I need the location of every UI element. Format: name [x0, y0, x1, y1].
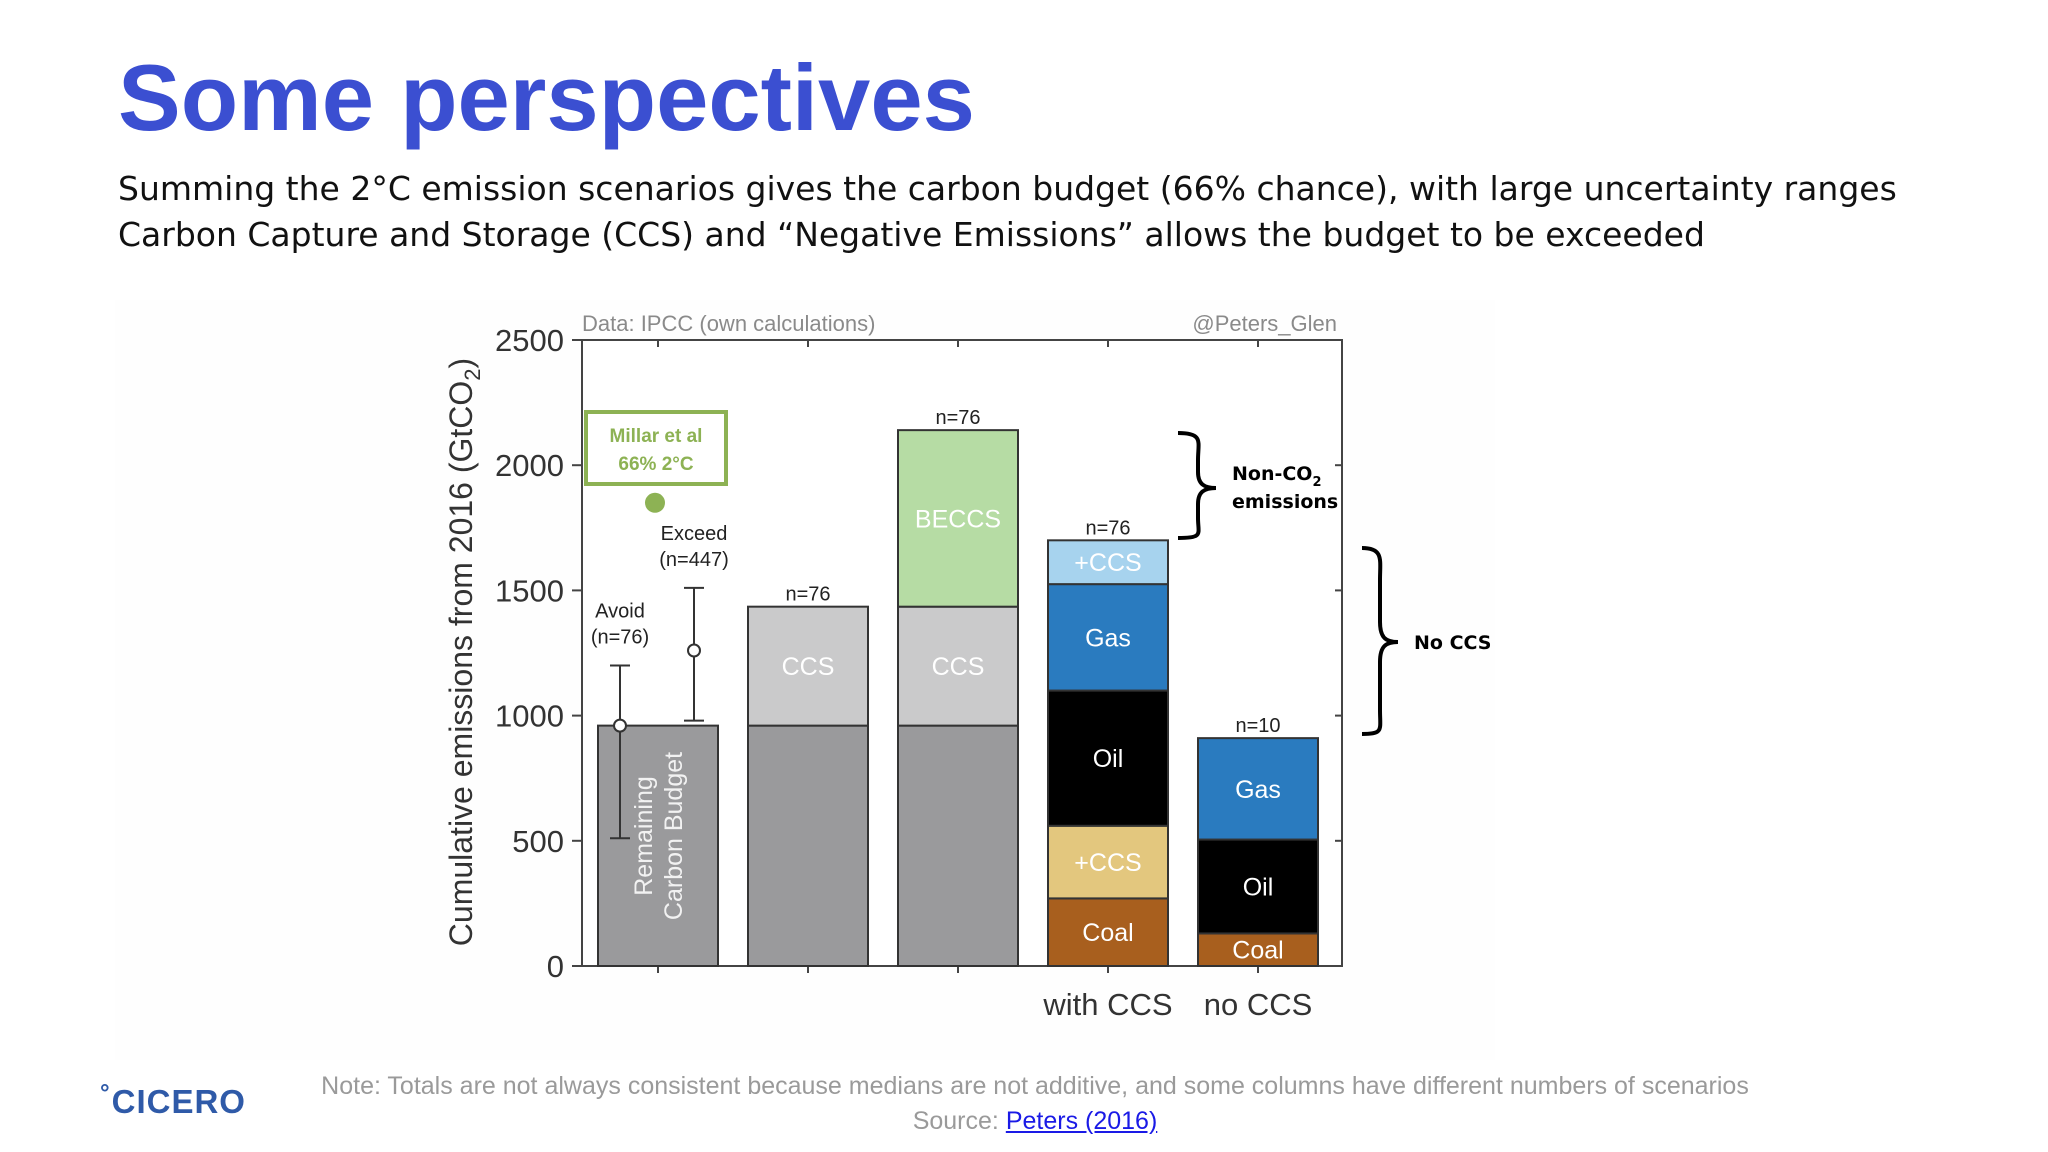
y-axis: 0 500 1000 1500 2000 2500: [495, 323, 1342, 984]
data-credit: Data: IPCC (own calculations): [582, 311, 875, 336]
bar-segment: [897, 605, 1019, 727]
bar-segment-label: +CCS: [1074, 849, 1141, 877]
millar-point: [645, 492, 665, 513]
bar-segment: [747, 605, 869, 727]
error-bar-label-line: Avoid: [595, 601, 645, 623]
error-bar-label: Avoid (n=76): [591, 601, 649, 649]
error-bar-label-line: (n=76): [591, 627, 649, 649]
bar-top-label: n=10: [1235, 715, 1280, 737]
x-category-label: with CCS: [1042, 987, 1172, 1022]
bar-segment-label: Oil: [1093, 745, 1124, 773]
bar-segment: [1047, 689, 1169, 827]
footnote: Note: Totals are not always consistent b…: [321, 1072, 1749, 1100]
bar-top-label: n=76: [1085, 517, 1130, 539]
subtitle-line-1: Summing the 2°C emission scenarios gives…: [118, 169, 1897, 208]
millar-label-box: [584, 410, 728, 486]
non-co2-label: Non-CO2 emissions: [1232, 463, 1338, 513]
source-prefix: Source:: [912, 1107, 1006, 1135]
cicero-logo: °CICERO: [100, 1080, 246, 1121]
bar-segment: [897, 724, 1019, 968]
bar-segment-label: CCS: [782, 653, 835, 681]
bar-segment: [1197, 838, 1319, 935]
y-axis-title-end: ): [443, 358, 479, 369]
y-axis-title: Cumulative emissions from 2016 (GtCO2): [443, 358, 485, 946]
y-axis-title-sub: 2: [460, 368, 485, 380]
non-co2-label-main: Non-CO: [1232, 463, 1312, 485]
stacked-bars: RemainingCarbon Budget CCS n=76 CCS BECCS n=7…: [597, 340, 1319, 1022]
error-bar-label-line: Exceed: [661, 523, 728, 545]
bar-segment-label: Coal: [1232, 937, 1283, 965]
bar-segment-label: Gas: [1235, 776, 1281, 804]
bar-segment: [1197, 737, 1319, 841]
non-co2-bracket: [1177, 431, 1217, 540]
bar-segment: [1197, 932, 1319, 967]
error-bar-median: [613, 718, 627, 733]
y-tick-label: 1500: [495, 573, 564, 608]
logo-degree-mark: °: [100, 1080, 111, 1107]
bar-segment: [597, 724, 719, 968]
millar-label-line: 66% 2°C: [618, 454, 693, 475]
y-axis-title-main: Cumulative emissions from 2016 (GtCO: [443, 381, 479, 947]
error-bar-median: [687, 643, 701, 658]
bar-segment-label: +CCS: [1074, 549, 1141, 577]
y-tick-label: 2500: [495, 323, 564, 358]
bar-segment-label: BECCS: [915, 505, 1001, 533]
millar-label: Millar et al 66% 2°C: [610, 426, 703, 475]
x-category-label: no CCS: [1204, 987, 1313, 1022]
bar-segment-label: RemainingCarbon Budget: [630, 752, 688, 920]
non-co2-label-sub: 2: [1312, 475, 1321, 490]
y-tick-label: 500: [512, 824, 564, 859]
error-bars: Avoid (n=76) Exceed (n=447): [591, 523, 729, 840]
bar-segment: [897, 429, 1019, 608]
bar-top-label: n=76: [935, 407, 980, 429]
millar-reference: Millar et al 66% 2°C: [584, 410, 728, 513]
bar-segment: [1047, 897, 1169, 968]
bar-segment-label: Coal: [1082, 919, 1133, 947]
bar-segment: [747, 724, 869, 968]
slide-subtitle: Summing the 2°C emission scenarios gives…: [118, 166, 1897, 258]
millar-label-line: Millar et al: [610, 426, 703, 447]
bar-top-label: n=76: [785, 584, 830, 606]
bar-segment-label: Oil: [1243, 873, 1274, 901]
bar-segment-label: Gas: [1085, 624, 1131, 652]
error-bar-label-line: (n=447): [659, 549, 729, 571]
non-co2-label-line2: emissions: [1232, 491, 1338, 513]
author-credit: @Peters_Glen: [1192, 311, 1337, 336]
y-tick-label: 0: [547, 949, 564, 984]
bar-segment-label: CCS: [932, 653, 985, 681]
bracket-annotations: Non-CO2 emissions No CCS: [1177, 431, 1492, 736]
bar-segment-label-line: Carbon Budget: [660, 752, 688, 920]
subtitle-line-2: Carbon Capture and Storage (CCS) and “Ne…: [118, 215, 1705, 254]
bar-segment: [1047, 539, 1169, 586]
no-ccs-label: No CCS: [1414, 632, 1492, 654]
y-tick-label: 1000: [495, 699, 564, 734]
no-ccs-bracket: [1361, 546, 1399, 736]
error-bar-label: Exceed (n=447): [659, 523, 729, 571]
source-line: Source: Peters (2016): [300, 1107, 1770, 1136]
source-link[interactable]: Peters (2016): [1005, 1107, 1158, 1135]
logo-text: CICERO: [111, 1083, 246, 1120]
bar-segment: [1047, 824, 1169, 900]
slide-title: Some perspectives: [118, 45, 975, 150]
y-tick-label: 2000: [495, 448, 564, 483]
bar-segment-label-line: Remaining: [630, 776, 658, 896]
